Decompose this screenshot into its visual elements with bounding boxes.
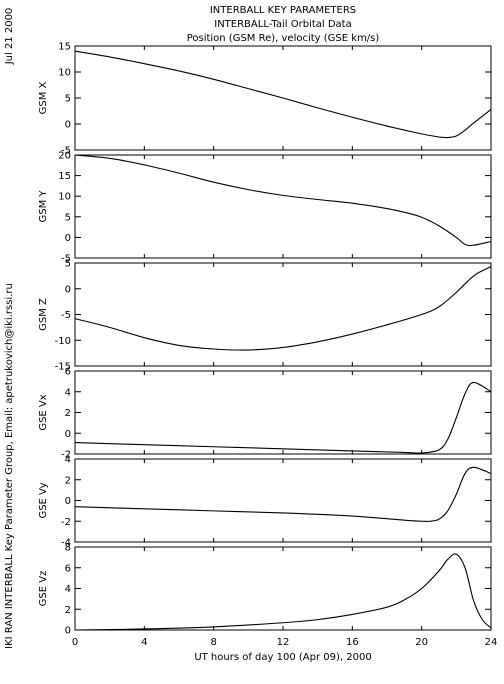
y-tick-label: 5 <box>65 259 71 270</box>
x-tick-label: 12 <box>277 637 290 648</box>
y-axis-label: GSM Z <box>38 298 49 331</box>
y-tick-label: 15 <box>58 171 71 182</box>
figure-title-line-3: Position (GSM Re), velocity (GSE km/s) <box>187 33 380 44</box>
y-tick-label: 0 <box>65 284 71 295</box>
side-credit-label: IKI RAN INTERBALL Key Parameter Group, E… <box>4 283 15 649</box>
x-axis: 0 4 8 12 16 20 24 <box>72 637 498 648</box>
x-tick-label: 20 <box>415 637 428 648</box>
side-date-label: Jul 21 2000 <box>4 8 15 66</box>
y-tick-label: 4 <box>65 455 71 466</box>
y-tick-label: -5 <box>61 146 71 157</box>
y-tick-label: 6 <box>65 367 71 378</box>
x-tick-label: 0 <box>72 637 78 648</box>
series-line <box>74 553 492 631</box>
panel-2: -5 0 5 10 15 20 GSM Y <box>38 151 492 265</box>
y-axis-label: GSE Vx <box>38 394 49 430</box>
y-tick-label: 8 <box>65 543 71 554</box>
y-tick-label: 0 <box>65 496 71 507</box>
figure-title-line-2: INTERBALL-Tail Orbital Data <box>214 19 351 30</box>
panel-frame <box>74 370 492 455</box>
y-tick-label: -4 <box>61 538 71 549</box>
figure-title-line-1: INTERBALL KEY PARAMETERS <box>210 5 356 16</box>
y-tick-label: 10 <box>58 68 71 79</box>
panel-frame <box>74 458 492 543</box>
y-tick-label: -2 <box>61 517 71 528</box>
series-line <box>74 154 492 247</box>
y-tick-label: 0 <box>65 233 71 244</box>
y-tick-label: -10 <box>55 336 71 347</box>
series-line <box>74 466 492 522</box>
panel-frame <box>74 262 492 367</box>
y-tick-label: 0 <box>65 120 71 131</box>
y-tick-label: -15 <box>55 362 71 373</box>
panel-3: -15 -10 -5 0 5 GSM Z <box>38 259 492 373</box>
panel-6: 0 2 4 6 8 GSE Vz <box>38 543 492 637</box>
y-tick-label: -5 <box>61 310 71 321</box>
y-tick-label: 4 <box>65 584 71 595</box>
y-tick-label: 5 <box>65 94 71 105</box>
panel-4: -2 0 2 4 6 GSE Vx <box>38 367 492 461</box>
x-tick-label: 24 <box>485 637 498 648</box>
series-line <box>74 266 492 351</box>
y-tick-label: 0 <box>65 429 71 440</box>
y-tick-label: 2 <box>65 408 71 419</box>
series-line <box>74 50 492 139</box>
y-tick-label: 6 <box>65 563 71 574</box>
y-tick-label: 5 <box>65 212 71 223</box>
y-tick-label: 15 <box>58 42 71 53</box>
panel-5: -4 -2 0 2 4 GSE Vy <box>38 455 492 549</box>
y-tick-label: 10 <box>58 192 71 203</box>
panel-1: -5 0 5 10 15 GSM X <box>38 42 492 157</box>
y-axis-label: GSE Vy <box>38 482 49 518</box>
y-tick-label: 2 <box>65 475 71 486</box>
x-tick-label: 8 <box>210 637 216 648</box>
y-axis-label: GSM X <box>38 81 49 114</box>
series-line <box>74 381 492 454</box>
y-axis-label: GSE Vz <box>38 571 49 607</box>
x-tick-label: 4 <box>141 637 147 648</box>
panel-frame <box>74 546 492 631</box>
panel-frame <box>74 154 492 259</box>
x-tick-label: 16 <box>346 637 359 648</box>
y-tick-label: -5 <box>61 254 71 265</box>
y-tick-label: 4 <box>65 387 71 398</box>
y-tick-label: 2 <box>65 605 71 616</box>
y-tick-label: 0 <box>65 626 71 637</box>
x-axis-label: UT hours of day 100 (Apr 09), 2000 <box>194 652 371 663</box>
y-tick-label: 20 <box>58 151 71 162</box>
y-tick-label: -2 <box>61 450 71 461</box>
y-axis-label: GSM Y <box>38 190 49 223</box>
